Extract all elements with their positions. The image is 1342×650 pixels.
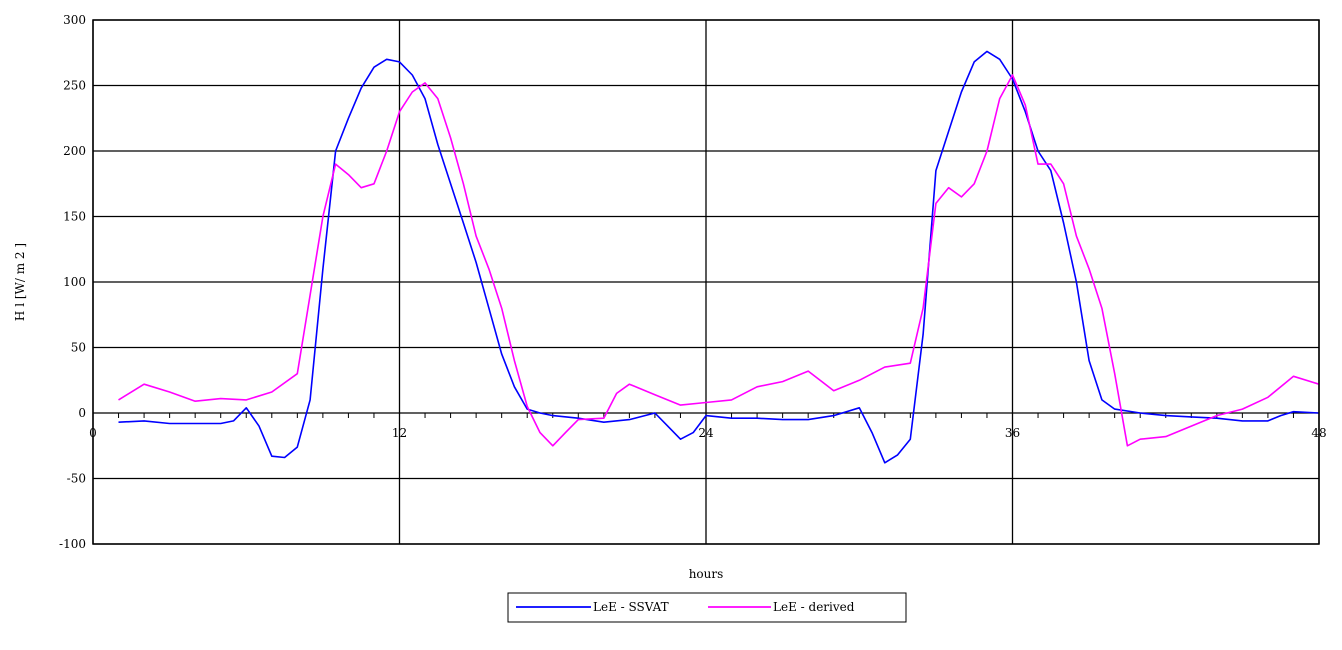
series-line-0 — [118, 50, 1320, 464]
y-tick-label: 150 — [63, 210, 86, 224]
x-tick-label: 24 — [698, 426, 714, 440]
y-tick-labels: -100 -50 0 50 100 150 200 250 300 — [59, 13, 86, 551]
x-tick-label: 12 — [392, 426, 407, 440]
legend: LeE - SSVAT LeE - derived — [507, 592, 907, 623]
y-tick-label: 0 — [78, 406, 86, 420]
x-axis-title: hours — [689, 567, 724, 581]
legend-label-derived: LeE - derived — [773, 600, 855, 614]
y-tick-label: 200 — [63, 144, 86, 158]
series-lines — [118, 50, 1320, 464]
y-axis-title: H l [W/ m 2 ] — [13, 243, 27, 321]
plot-border — [92, 19, 1320, 545]
y-tick-label: 50 — [71, 341, 86, 355]
x-tick-label: 36 — [1005, 426, 1020, 440]
y-tick-label: 100 — [63, 275, 86, 289]
y-tick-label: -100 — [59, 537, 86, 551]
y-tick-label: -50 — [67, 472, 86, 486]
series-line-1 — [118, 74, 1320, 447]
legend-label-ssvat: LeE - SSVAT — [593, 600, 669, 614]
y-tick-label: 250 — [63, 79, 86, 93]
y-tick-label: 300 — [63, 13, 86, 27]
